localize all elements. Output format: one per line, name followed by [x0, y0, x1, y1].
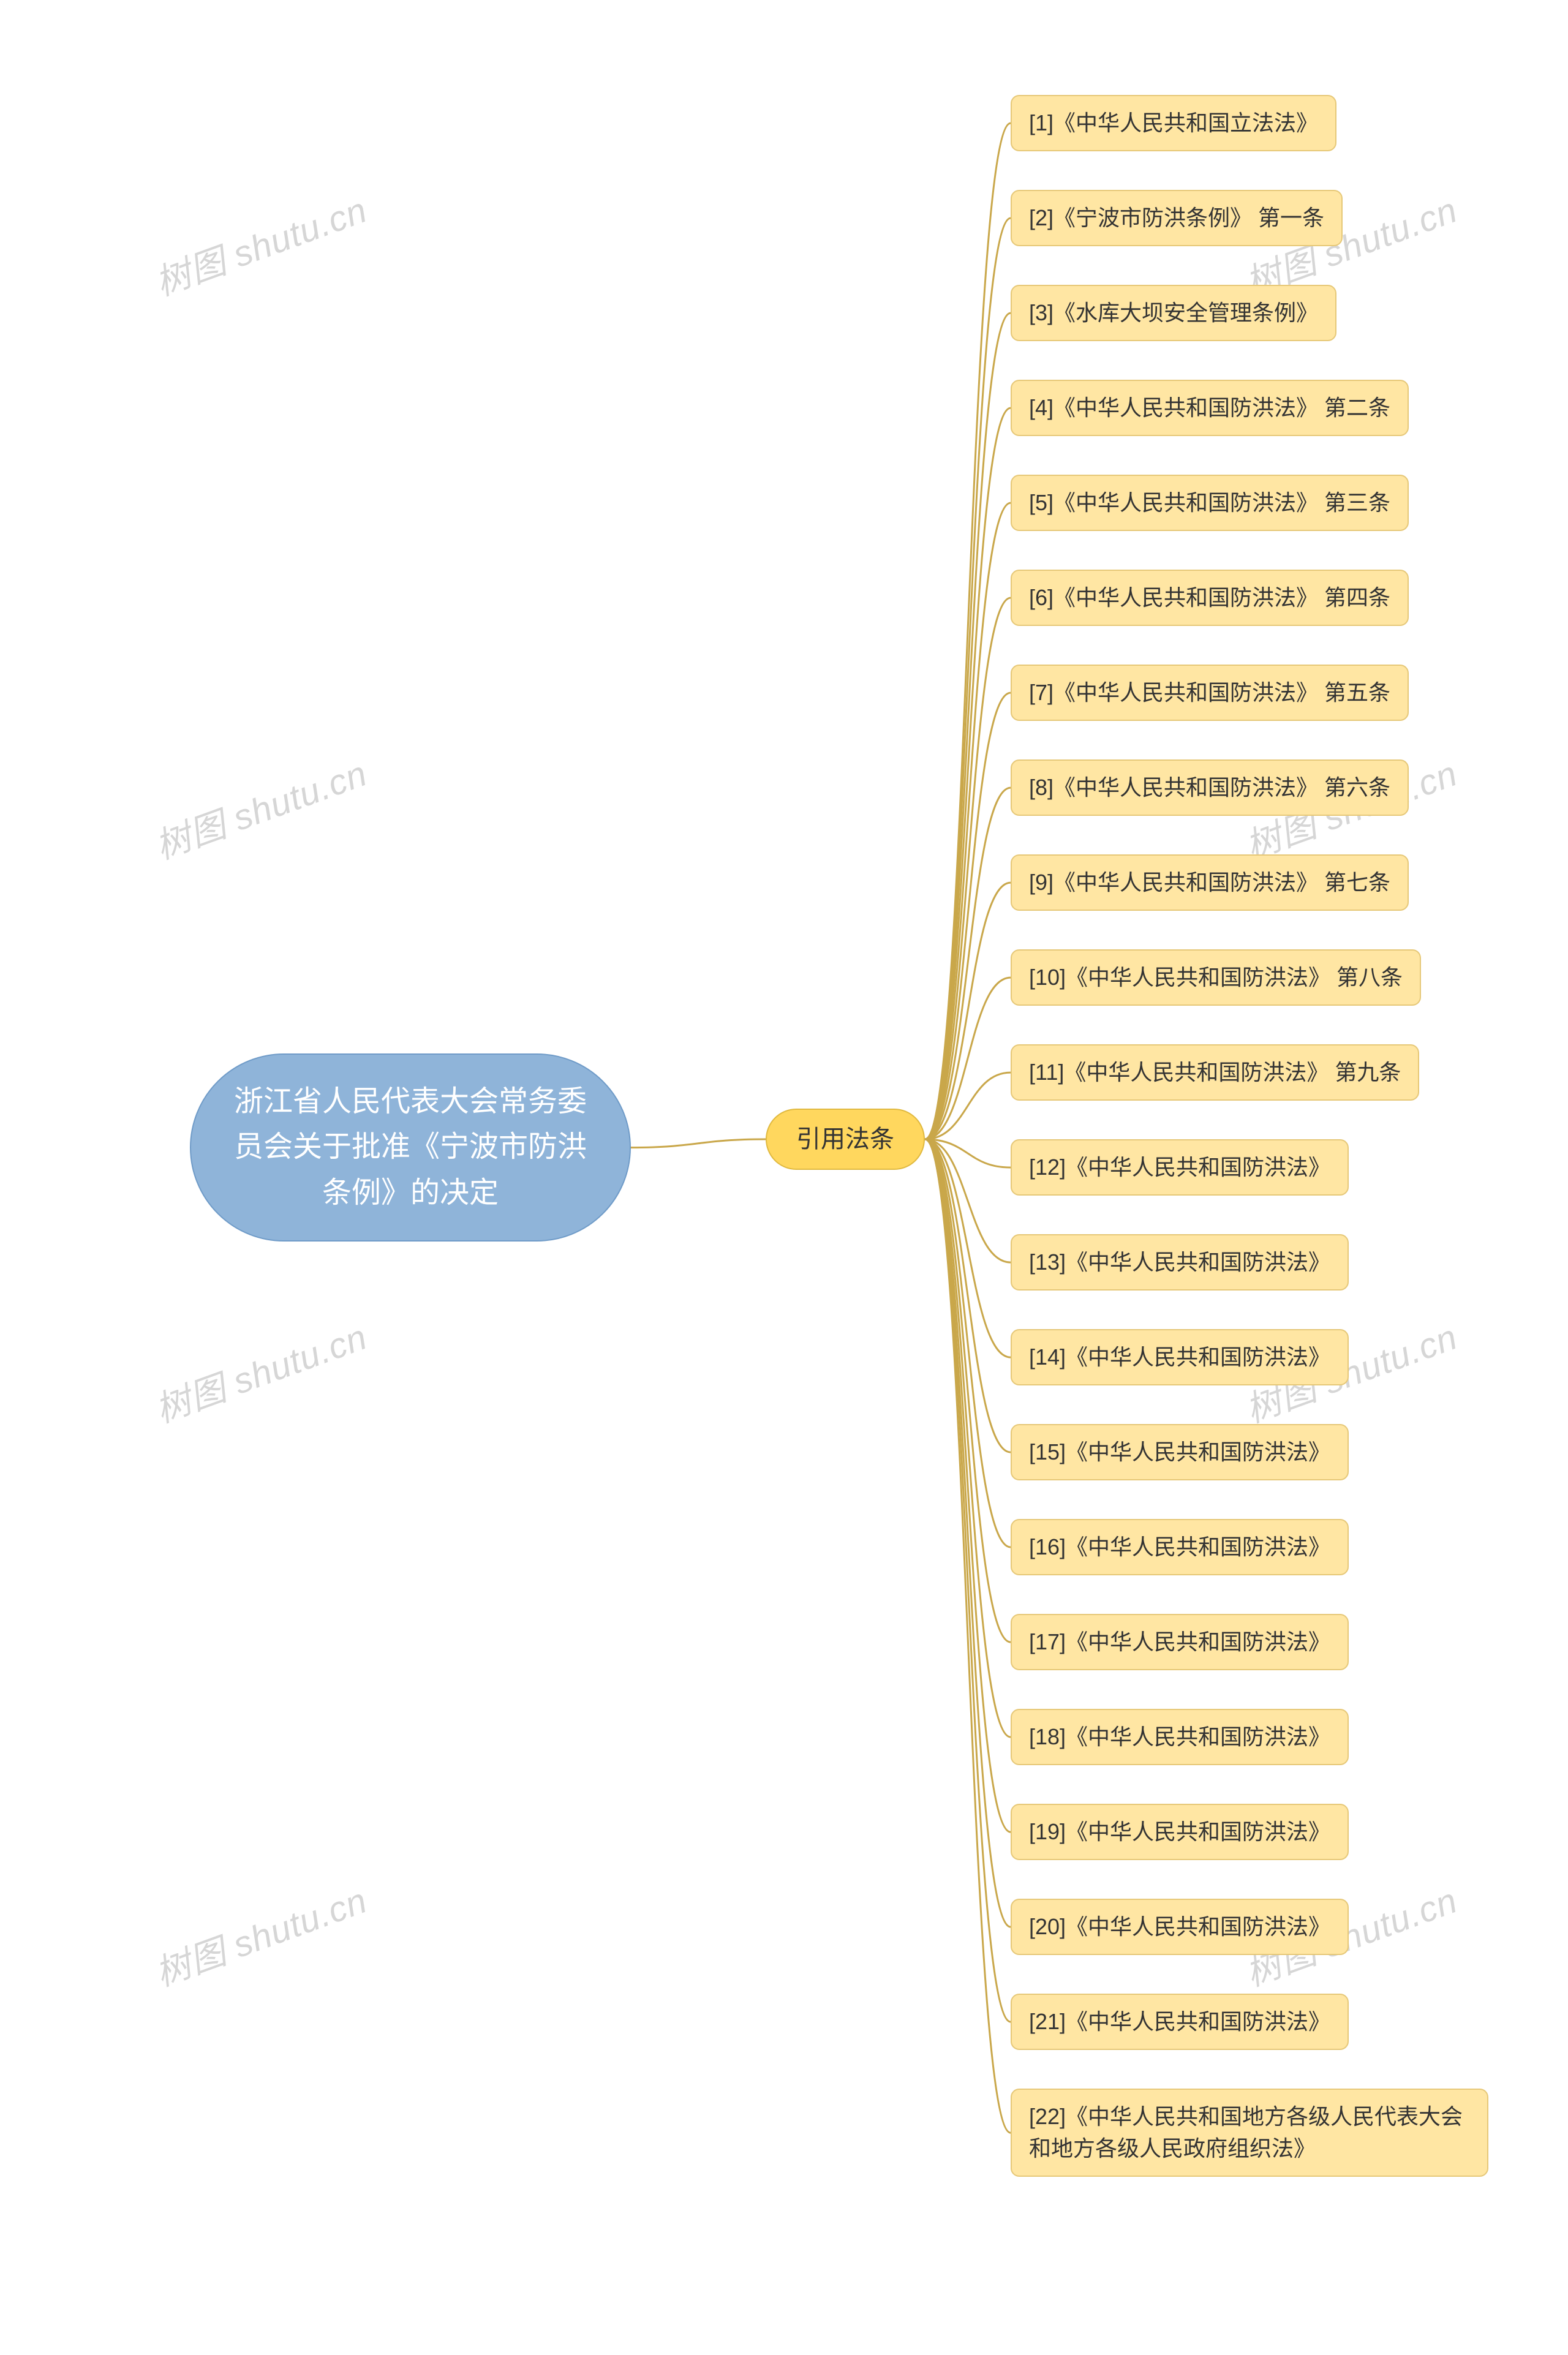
mindmap-leaf-node[interactable]: [14]《中华人民共和国防洪法》: [1011, 1329, 1349, 1385]
mindmap-sub-node[interactable]: 引用法条: [766, 1109, 925, 1170]
mindmap-leaf-node[interactable]: [8]《中华人民共和国防洪法》 第六条: [1011, 759, 1409, 816]
mindmap-sub-label: 引用法条: [796, 1122, 894, 1156]
mindmap-leaf-label: [11]《中华人民共和国防洪法》 第九条: [1029, 1057, 1401, 1088]
mindmap-leaf-label: [3]《水库大坝安全管理条例》: [1029, 297, 1318, 329]
mindmap-leaf-label: [17]《中华人民共和国防洪法》: [1029, 1626, 1330, 1658]
mindmap-leaf-node[interactable]: [19]《中华人民共和国防洪法》: [1011, 1804, 1349, 1860]
mindmap-leaf-label: [13]《中华人民共和国防洪法》: [1029, 1246, 1330, 1278]
mindmap-leaf-node[interactable]: [7]《中华人民共和国防洪法》 第五条: [1011, 665, 1409, 721]
mindmap-leaf-node[interactable]: [22]《中华人民共和国地方各级人民代表大会和地方各级人民政府组织法》: [1011, 2089, 1488, 2177]
mindmap-leaf-node[interactable]: [16]《中华人民共和国防洪法》: [1011, 1519, 1349, 1575]
mindmap-leaf-node[interactable]: [4]《中华人民共和国防洪法》 第二条: [1011, 380, 1409, 436]
mindmap-leaf-label: [22]《中华人民共和国地方各级人民代表大会和地方各级人民政府组织法》: [1029, 2101, 1470, 2165]
mindmap-leaf-label: [4]《中华人民共和国防洪法》 第二条: [1029, 392, 1390, 424]
mindmap-leaf-label: [5]《中华人民共和国防洪法》 第三条: [1029, 487, 1390, 519]
mindmap-leaf-label: [19]《中华人民共和国防洪法》: [1029, 1816, 1330, 1848]
mindmap-leaf-node[interactable]: [6]《中华人民共和国防洪法》 第四条: [1011, 570, 1409, 626]
mindmap-leaf-label: [14]《中华人民共和国防洪法》: [1029, 1341, 1330, 1373]
mindmap-leaf-label: [16]《中华人民共和国防洪法》: [1029, 1531, 1330, 1563]
mindmap-leaf-node[interactable]: [1]《中华人民共和国立法法》: [1011, 95, 1336, 151]
mindmap-leaf-node[interactable]: [2]《宁波市防洪条例》 第一条: [1011, 190, 1343, 246]
mindmap-leaf-label: [20]《中华人民共和国防洪法》: [1029, 1911, 1330, 1943]
mindmap-leaf-node[interactable]: [13]《中华人民共和国防洪法》: [1011, 1234, 1349, 1291]
mindmap-leaf-node[interactable]: [3]《水库大坝安全管理条例》: [1011, 285, 1336, 341]
mindmap-leaf-label: [7]《中华人民共和国防洪法》 第五条: [1029, 677, 1390, 709]
mindmap-leaf-label: [9]《中华人民共和国防洪法》 第七条: [1029, 867, 1390, 899]
mindmap-leaf-label: [8]《中华人民共和国防洪法》 第六条: [1029, 772, 1390, 804]
mindmap-root-label: 浙江省人民代表大会常务委员会关于批准《宁波市防洪条例》的决定: [228, 1079, 593, 1216]
mindmap-leaf-label: [6]《中华人民共和国防洪法》 第四条: [1029, 582, 1390, 614]
mindmap-leaf-node[interactable]: [17]《中华人民共和国防洪法》: [1011, 1614, 1349, 1670]
mindmap-leaf-node[interactable]: [11]《中华人民共和国防洪法》 第九条: [1011, 1044, 1419, 1101]
mindmap-leaf-node[interactable]: [21]《中华人民共和国防洪法》: [1011, 1994, 1349, 2050]
mindmap-leaf-node[interactable]: [5]《中华人民共和国防洪法》 第三条: [1011, 475, 1409, 531]
mindmap-leaf-label: [1]《中华人民共和国立法法》: [1029, 107, 1318, 139]
mindmap-leaf-label: [21]《中华人民共和国防洪法》: [1029, 2006, 1330, 2038]
watermark: 树图 shutu.cn: [147, 1308, 373, 1433]
mindmap-leaf-node[interactable]: [9]《中华人民共和国防洪法》 第七条: [1011, 854, 1409, 911]
mindmap-leaf-label: [10]《中华人民共和国防洪法》 第八条: [1029, 962, 1403, 993]
mindmap-leaf-label: [15]《中华人民共和国防洪法》: [1029, 1436, 1330, 1468]
mindmap-leaf-label: [2]《宁波市防洪条例》 第一条: [1029, 202, 1324, 234]
mindmap-leaf-node[interactable]: [18]《中华人民共和国防洪法》: [1011, 1709, 1349, 1765]
mindmap-leaf-node[interactable]: [10]《中华人民共和国防洪法》 第八条: [1011, 949, 1421, 1006]
mindmap-leaf-node[interactable]: [12]《中华人民共和国防洪法》: [1011, 1139, 1349, 1196]
mindmap-leaf-label: [12]《中华人民共和国防洪法》: [1029, 1151, 1330, 1183]
mindmap-leaf-node[interactable]: [15]《中华人民共和国防洪法》: [1011, 1424, 1349, 1480]
watermark: 树图 shutu.cn: [147, 1872, 373, 1996]
watermark: 树图 shutu.cn: [147, 181, 373, 306]
mindmap-leaf-node[interactable]: [20]《中华人民共和国防洪法》: [1011, 1899, 1349, 1955]
mindmap-leaf-label: [18]《中华人民共和国防洪法》: [1029, 1721, 1330, 1753]
watermark: 树图 shutu.cn: [147, 745, 373, 869]
mindmap-root-node[interactable]: 浙江省人民代表大会常务委员会关于批准《宁波市防洪条例》的决定: [190, 1053, 631, 1242]
